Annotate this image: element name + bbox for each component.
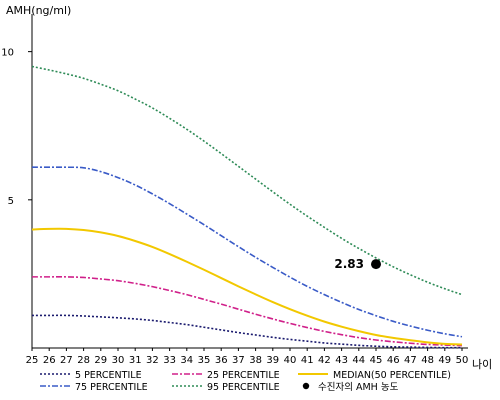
x-tick-label-47: 47 <box>404 355 417 366</box>
series-line-25-percentile <box>32 276 463 347</box>
legend-label-25-percentile: 25 PERCENTILE <box>207 370 280 381</box>
legend-label-median-50-percentile: MEDIAN(50 PERCENTILE) <box>333 370 451 381</box>
x-tick-label-27: 27 <box>60 355 73 366</box>
legend-label-75-percentile: 75 PERCENTILE <box>75 382 148 393</box>
y-axis-title: AMH(ng/ml) <box>6 4 71 17</box>
x-tick-label-32: 32 <box>146 355 159 366</box>
x-tick-label-46: 46 <box>387 355 400 366</box>
x-tick-label-29: 29 <box>94 355 107 366</box>
x-tick-label-45: 45 <box>370 355 383 366</box>
x-axis-ticks: 25 26 27 28 29 30 31 32 33 34 35 36 37 38 39 40 41 42 43 44… <box>26 348 469 366</box>
patient-marker: 2.83 <box>334 257 381 271</box>
x-tick-label-35: 35 <box>198 355 211 366</box>
x-axis-title: 나이 <box>472 358 492 371</box>
legend-label-amh: 수진자의 AMH 농도 <box>318 382 399 393</box>
x-tick-label-43: 43 <box>335 355 348 366</box>
patient-point <box>371 259 381 270</box>
x-tick-label-40: 40 <box>284 355 297 366</box>
x-tick-label-41: 41 <box>301 355 314 366</box>
x-tick-label-39: 39 <box>266 355 279 366</box>
x-tick-label-25: 25 <box>26 355 39 366</box>
patient-point-label: 2.83 <box>334 257 364 271</box>
series-line-95-percentile <box>31 65 463 296</box>
y-axis-ticks: 5 10 <box>1 48 32 207</box>
legend-label-5-percentile: 5 PERCENTILE <box>75 370 142 381</box>
x-tick-label-30: 30 <box>112 355 125 366</box>
x-tick-label-37: 37 <box>232 355 245 366</box>
legend-swatch-patient <box>302 382 310 390</box>
x-tick-label-33: 33 <box>163 355 176 366</box>
x-tick-label-38: 38 <box>249 355 262 366</box>
x-tick-label-49: 49 <box>438 355 451 366</box>
x-tick-label-50: 50 <box>456 355 469 366</box>
series-line-median-50-percentile <box>31 227 463 346</box>
x-tick-label-48: 48 <box>421 355 434 366</box>
legend: 5 PERCENTILE 25 PERCENTILE MEDIAN(50 PERCE… <box>40 370 451 393</box>
x-tick-label-42: 42 <box>318 355 331 366</box>
series-line-75-percentile <box>32 166 463 338</box>
x-tick-label-31: 31 <box>129 355 142 366</box>
legend-label-95-percentile: 95 PERCENTILE <box>207 382 280 393</box>
x-tick-label-36: 36 <box>215 355 228 366</box>
y-tick-label-5: 5 <box>8 196 14 207</box>
series-lines <box>31 65 463 349</box>
series-line-5-percentile <box>31 314 463 349</box>
x-tick-label-34: 34 <box>180 355 193 366</box>
x-tick-label-44: 44 <box>352 355 365 366</box>
y-tick-label-10: 10 <box>1 48 14 59</box>
x-tick-label-26: 26 <box>43 355 56 366</box>
x-tick-label-28: 28 <box>77 355 90 366</box>
